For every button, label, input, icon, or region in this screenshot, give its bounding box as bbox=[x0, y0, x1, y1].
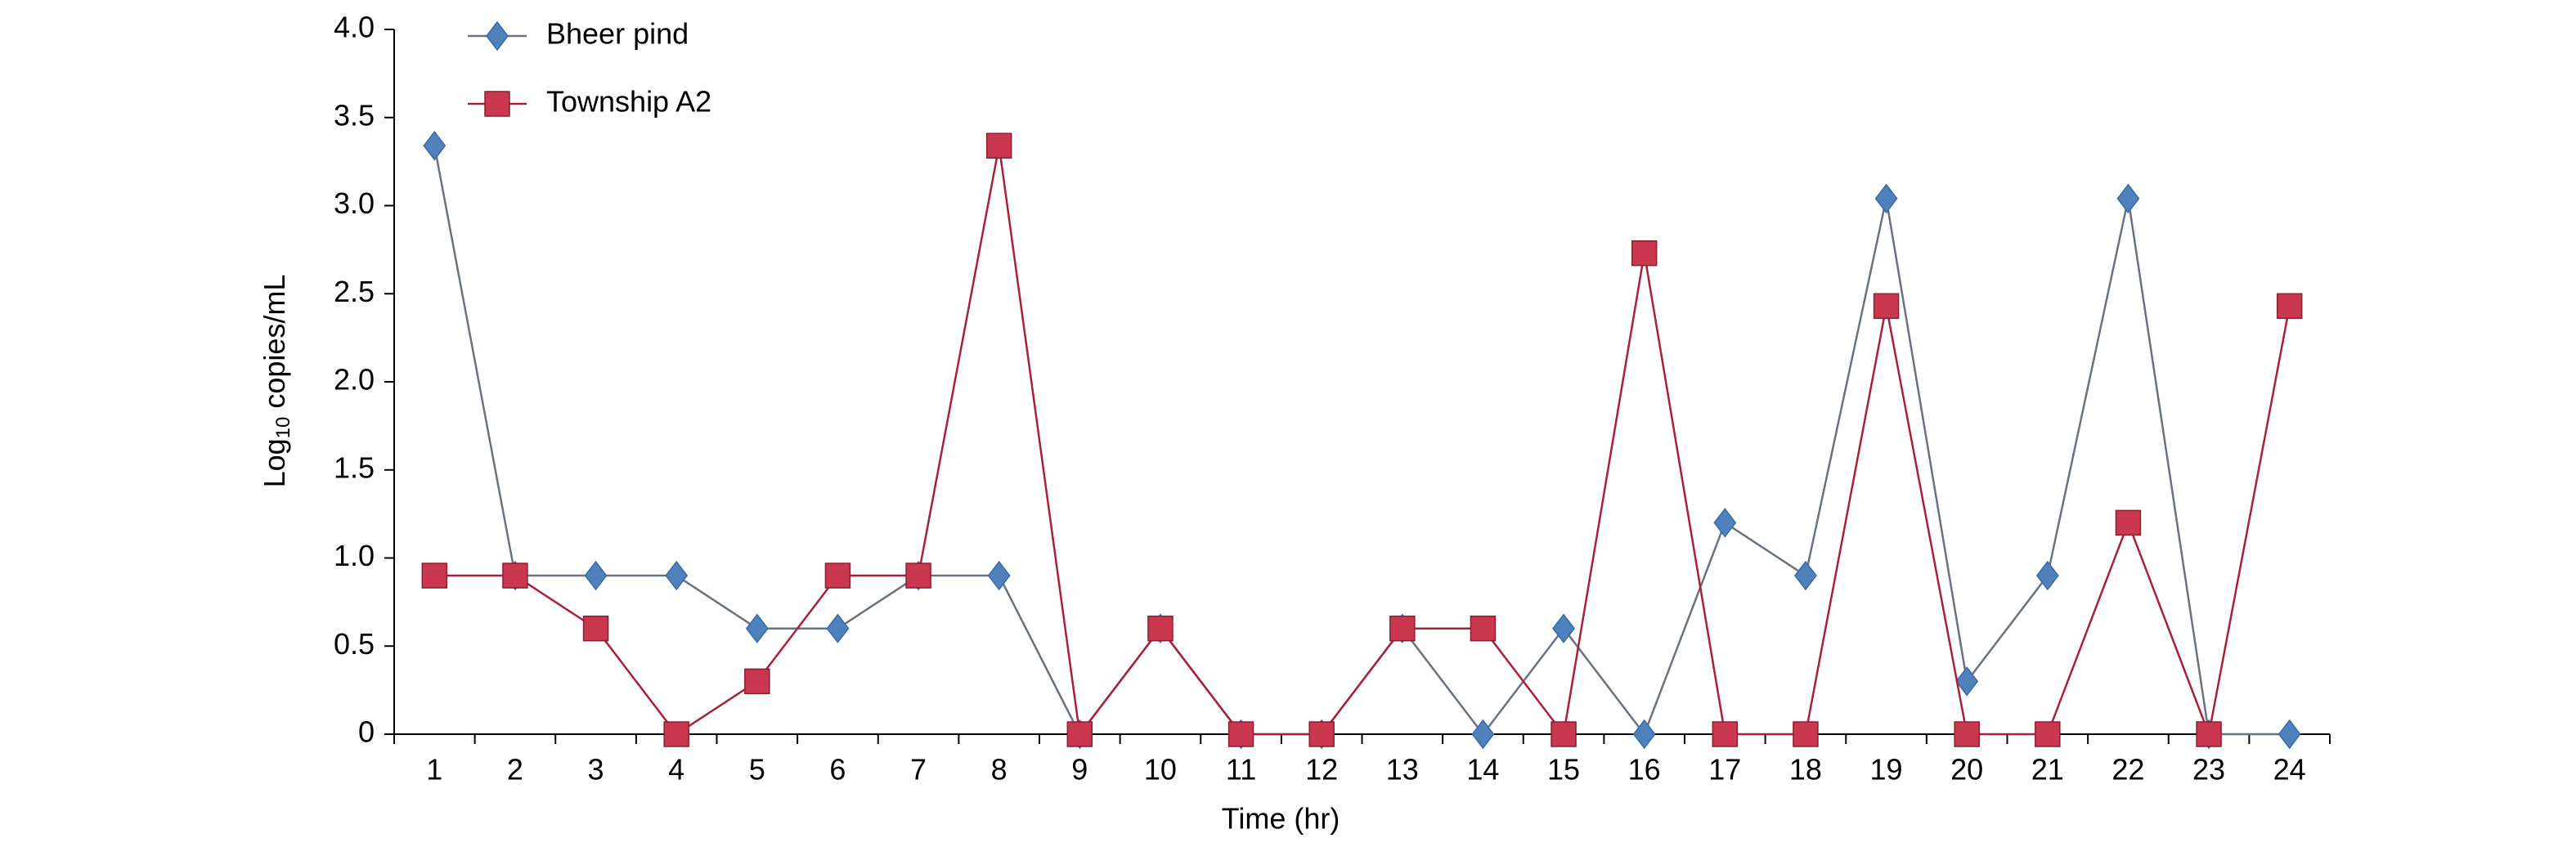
y-label-sub: 10 bbox=[272, 417, 294, 439]
y-tick-label: 1.0 bbox=[334, 539, 375, 572]
legend-marker bbox=[484, 91, 510, 117]
data-point bbox=[824, 562, 851, 589]
data-point bbox=[1308, 721, 1335, 747]
data-point bbox=[2196, 721, 2222, 747]
y-tick-label: 3.5 bbox=[334, 98, 375, 132]
x-tick-label: 12 bbox=[1305, 753, 1338, 787]
data-point bbox=[2035, 721, 2061, 747]
x-tick-label: 16 bbox=[1628, 753, 1661, 787]
data-point bbox=[665, 560, 689, 591]
y-tick-label: 0.5 bbox=[334, 627, 375, 661]
data-point bbox=[1631, 240, 1658, 267]
data-point bbox=[1389, 615, 1416, 642]
x-tick-label: 3 bbox=[588, 753, 604, 787]
legend-marker bbox=[486, 20, 509, 52]
data-point bbox=[1874, 183, 1898, 214]
data-point bbox=[1713, 508, 1737, 538]
data-point bbox=[1066, 721, 1093, 747]
x-tick-label: 10 bbox=[1144, 753, 1177, 787]
data-point bbox=[2278, 719, 2301, 750]
data-point bbox=[582, 615, 609, 642]
x-tick-label: 19 bbox=[1870, 753, 1903, 787]
legend-label: Township A2 bbox=[546, 85, 711, 119]
x-tick-label: 13 bbox=[1386, 753, 1419, 787]
data-point bbox=[423, 130, 447, 161]
data-point bbox=[1147, 615, 1174, 642]
data-point bbox=[744, 668, 770, 695]
x-tick-label: 18 bbox=[1789, 753, 1822, 787]
y-tick-label: 4.0 bbox=[334, 11, 375, 44]
data-point bbox=[1632, 719, 1656, 750]
data-point bbox=[584, 560, 608, 591]
data-point bbox=[1955, 666, 1979, 697]
x-tick-label: 6 bbox=[829, 753, 846, 787]
data-point bbox=[1471, 719, 1495, 750]
data-point bbox=[1954, 721, 1980, 747]
y-tick-label: 2.0 bbox=[334, 363, 375, 397]
x-tick-label: 22 bbox=[2112, 753, 2144, 787]
data-point bbox=[1793, 560, 1817, 591]
data-point bbox=[826, 613, 850, 643]
data-point bbox=[1873, 293, 1900, 320]
x-axis-label: Time (hr) bbox=[1222, 802, 1340, 836]
x-tick-label: 20 bbox=[1950, 753, 1983, 787]
y-tick-label: 2.5 bbox=[334, 275, 375, 308]
x-tick-label: 11 bbox=[1226, 753, 1256, 787]
data-point bbox=[745, 613, 769, 643]
y-tick-label: 0 bbox=[358, 715, 375, 749]
data-point bbox=[2035, 560, 2059, 591]
x-tick-label: 7 bbox=[910, 753, 927, 787]
data-point bbox=[905, 562, 931, 589]
data-point bbox=[1552, 613, 1576, 643]
data-point bbox=[985, 132, 1012, 159]
x-tick-label: 21 bbox=[2031, 753, 2064, 787]
y-label-base: Log bbox=[258, 438, 291, 487]
data-point bbox=[1793, 721, 1819, 747]
data-point bbox=[663, 721, 689, 747]
y-label-rest: copies/mL bbox=[258, 275, 291, 417]
data-point bbox=[1470, 615, 1497, 642]
data-point bbox=[2276, 293, 2303, 320]
legend-label: Bheer pind bbox=[546, 17, 689, 51]
data-point bbox=[421, 562, 448, 589]
y-axis-label: Log10 copies/mL bbox=[258, 275, 295, 488]
x-tick-label: 4 bbox=[668, 753, 684, 787]
x-tick-label: 1 bbox=[426, 753, 442, 787]
x-tick-label: 17 bbox=[1708, 753, 1741, 787]
x-tick-label: 15 bbox=[1547, 753, 1580, 787]
x-tick-label: 14 bbox=[1466, 753, 1499, 787]
data-point bbox=[2116, 183, 2140, 214]
y-tick-label: 3.0 bbox=[334, 186, 375, 220]
x-tick-label: 23 bbox=[2192, 753, 2225, 787]
data-point bbox=[2115, 509, 2142, 536]
data-point bbox=[987, 560, 1011, 591]
x-tick-label: 2 bbox=[507, 753, 523, 787]
x-tick-label: 24 bbox=[2273, 753, 2306, 787]
data-point bbox=[1227, 721, 1254, 747]
x-tick-label: 5 bbox=[749, 753, 765, 787]
y-tick-label: 1.5 bbox=[334, 450, 375, 484]
series-line bbox=[433, 145, 2290, 737]
data-point bbox=[1712, 721, 1739, 747]
series-line bbox=[434, 145, 2291, 738]
data-point bbox=[1551, 721, 1577, 747]
x-tick-label: 8 bbox=[991, 753, 1008, 787]
x-tick-label: 9 bbox=[1071, 753, 1088, 787]
data-point bbox=[502, 562, 528, 589]
